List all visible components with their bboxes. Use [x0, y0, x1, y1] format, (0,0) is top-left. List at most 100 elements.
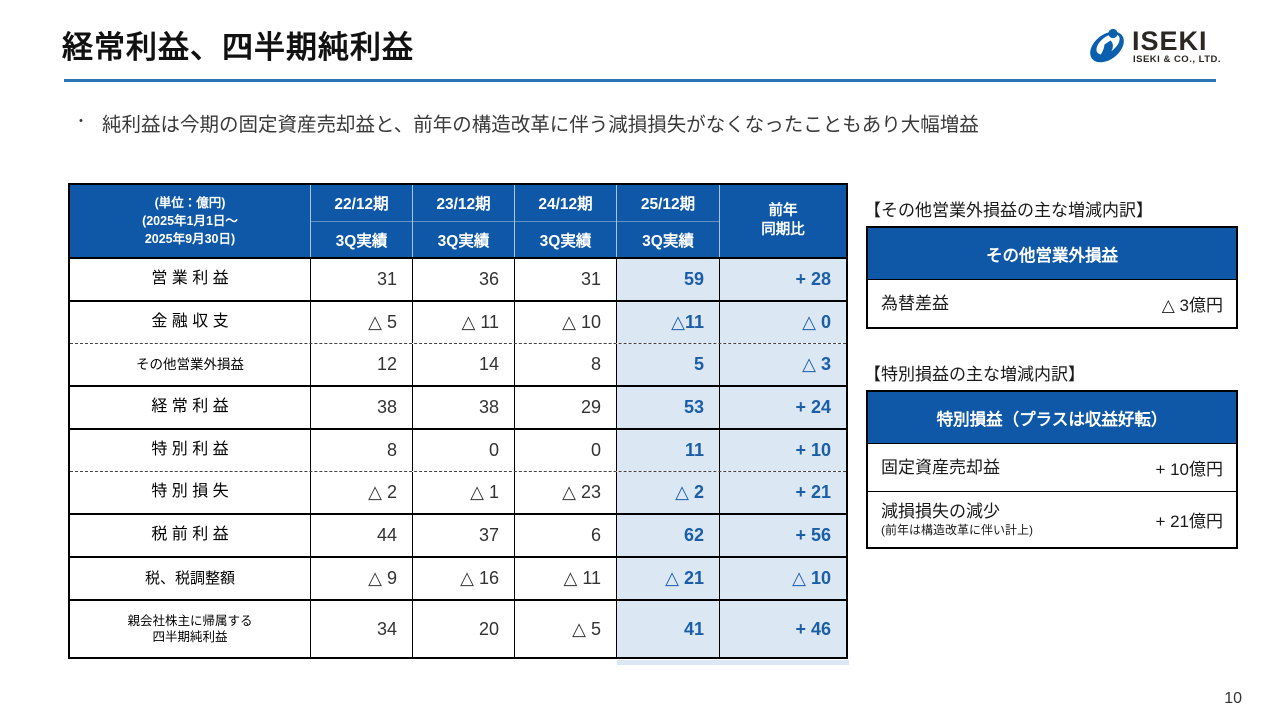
value-cell-current: 53 — [616, 387, 719, 428]
value-cell-current: △ 2 — [616, 472, 719, 513]
col-header-yoy: 前年 同期比 — [719, 185, 846, 257]
row-label: 金 融 収 支 — [151, 313, 229, 331]
side-box-other-nonoperating: その他営業外損益 為替差益 △ 3億円 — [866, 226, 1238, 329]
value-cell: △ 23 — [514, 472, 616, 513]
col-header-25-12: 25/12期 3Q実績 — [616, 185, 719, 257]
value-cell-yoy: + 28 — [719, 259, 846, 300]
value-cell: 36 — [412, 259, 514, 300]
value-cell: 34 — [310, 601, 412, 657]
company-logo: ISEKI ISEKI & CO., LTD. — [1086, 20, 1238, 71]
side-row-note: (前年は構造改革に伴い計上) — [881, 522, 1033, 537]
value-cell-yoy: + 10 — [719, 430, 846, 471]
table-row-tax-adjustment: 税、税調整額 △ 9 △ 16 △ 11 △ 21 △ 10 — [70, 556, 846, 599]
side-row-label: 為替差益 — [881, 293, 949, 313]
logo-subtitle: ISEKI & CO., LTD. — [1133, 54, 1221, 65]
logo-text: ISEKI — [1132, 26, 1208, 56]
row-label: 税、税調整額 — [144, 569, 235, 587]
row-label: 親会社株主に帰属する 四半期純利益 — [127, 613, 253, 644]
col-header-23-12: 23/12期 3Q実績 — [412, 185, 514, 257]
value-cell-yoy: + 46 — [719, 601, 846, 657]
value-cell-yoy: + 56 — [719, 515, 846, 556]
value-cell-current: 62 — [616, 515, 719, 556]
col-header-24-12: 24/12期 3Q実績 — [514, 185, 616, 257]
value-cell: 31 — [514, 259, 616, 300]
value-cell: 31 — [310, 259, 412, 300]
value-cell: 12 — [310, 344, 412, 385]
value-cell: △ 5 — [310, 302, 412, 343]
table-row-quarterly-net-profit: 親会社株主に帰属する 四半期純利益 34 20 △ 5 41 + 46 — [70, 599, 846, 657]
value-cell-current: 11 — [616, 430, 719, 471]
col-header-22-12: 22/12期 3Q実績 — [310, 185, 412, 257]
value-cell-current: 5 — [616, 344, 719, 385]
value-cell-yoy: + 21 — [719, 472, 846, 513]
value-cell: 38 — [412, 387, 514, 428]
row-label: 特 別 損 失 — [151, 483, 229, 501]
summary-bullet: ・ 純利益は今期の固定資産売却益と、前年の構造改革に伴う減損損失がなくなったこと… — [74, 108, 1214, 137]
value-cell: △ 16 — [412, 558, 514, 599]
value-cell: 14 — [412, 344, 514, 385]
value-cell: △ 9 — [310, 558, 412, 599]
financial-table: (単位：億円) (2025年1月1日～ 2025年9月30日) 22/12期 3… — [68, 183, 849, 665]
value-cell-yoy: △ 0 — [719, 302, 846, 343]
value-cell: 8 — [310, 430, 412, 471]
period-label: 22/12期 — [334, 196, 389, 213]
side-box-title: その他営業外損益 — [868, 228, 1236, 280]
table-row-ordinary-profit: 経 常 利 益 38 38 29 53 + 24 — [70, 385, 846, 428]
value-cell: △ 11 — [412, 302, 514, 343]
unit-note: (単位：億円) (2025年1月1日～ 2025年9月30日) — [142, 195, 238, 247]
value-cell-current: △ 21 — [616, 558, 719, 599]
period-sub-label: 3Q実績 — [617, 221, 719, 257]
side-box-row: 固定資産売却益 + 10億円 — [868, 444, 1236, 491]
period-sub-label: 3Q実績 — [311, 221, 412, 257]
table-row-financial-balance: 金 融 収 支 △ 5 △ 11 △ 10 △11 △ 0 — [70, 300, 846, 343]
bullet-text: 純利益は今期の固定資産売却益と、前年の構造改革に伴う減損損失がなくなったこともあ… — [102, 114, 979, 136]
page-number: 10 — [1224, 690, 1242, 707]
table-header: (単位：億円) (2025年1月1日～ 2025年9月30日) 22/12期 3… — [70, 185, 846, 257]
value-cell: △ 10 — [514, 302, 616, 343]
side-row-value: △ 3億円 — [1161, 296, 1223, 315]
value-cell-yoy: + 24 — [719, 387, 846, 428]
side-row-label: 固定資産売却益 — [881, 457, 1000, 477]
side-heading-extraordinary: 【特別損益の主な増減内訳】 — [864, 365, 1085, 384]
side-box-title: 特別損益（プラスは収益好転） — [868, 392, 1236, 444]
value-cell: 29 — [514, 387, 616, 428]
table-row-pretax-profit: 税 前 利 益 44 37 6 62 + 56 — [70, 513, 846, 556]
value-cell-yoy: △ 10 — [719, 558, 846, 599]
row-label: 経 常 利 益 — [151, 398, 229, 416]
table-row-extraordinary-income: 特 別 利 益 8 0 0 11 + 10 — [70, 428, 846, 471]
value-cell-current: 41 — [616, 601, 719, 657]
table-row-operating-profit: 営 業 利 益 31 36 31 59 + 28 — [70, 257, 846, 300]
value-cell: 6 — [514, 515, 616, 556]
value-cell-yoy: △ 3 — [719, 344, 846, 385]
side-row-value: + 21億円 — [1155, 512, 1223, 531]
period-label: 25/12期 — [640, 196, 696, 213]
period-sub-label: 3Q実績 — [413, 221, 514, 257]
value-cell: 20 — [412, 601, 514, 657]
side-heading-other-nonoperating: 【その他営業外損益の主な増減内訳】 — [864, 201, 1153, 220]
value-cell: 8 — [514, 344, 616, 385]
period-label: 23/12期 — [436, 196, 491, 213]
value-cell: 0 — [514, 430, 616, 471]
title-underline — [64, 79, 1216, 82]
value-cell: 44 — [310, 515, 412, 556]
value-cell: 38 — [310, 387, 412, 428]
side-box-extraordinary: 特別損益（プラスは収益好転） 固定資産売却益 + 10億円 減損損失の減少 (前… — [866, 390, 1238, 549]
table-row-extraordinary-loss: 特 別 損 失 △ 2 △ 1 △ 23 △ 2 + 21 — [70, 471, 846, 513]
page-title: 経常利益、四半期純利益 — [62, 30, 414, 65]
side-row-label: 減損損失の減少 (前年は構造改革に伴い計上) — [881, 501, 1033, 537]
period-label: 24/12期 — [538, 196, 593, 213]
value-cell: 37 — [412, 515, 514, 556]
value-cell: △ 11 — [514, 558, 616, 599]
iseki-logo-icon: ISEKI ISEKI & CO., LTD. — [1090, 26, 1221, 65]
value-cell: △ 1 — [412, 472, 514, 513]
row-label: その他営業外損益 — [136, 356, 244, 372]
value-cell: 0 — [412, 430, 514, 471]
value-cell-current: △11 — [616, 302, 719, 343]
side-box-row: 減損損失の減少 (前年は構造改革に伴い計上) + 21億円 — [868, 491, 1236, 547]
table-row-other-nonoperating: その他営業外損益 12 14 8 5 △ 3 — [70, 343, 846, 385]
period-sub-label: 3Q実績 — [515, 221, 616, 257]
row-label: 特 別 利 益 — [151, 441, 229, 459]
side-row-label-main: 減損損失の減少 — [881, 502, 1000, 522]
row-label: 営 業 利 益 — [151, 270, 229, 288]
